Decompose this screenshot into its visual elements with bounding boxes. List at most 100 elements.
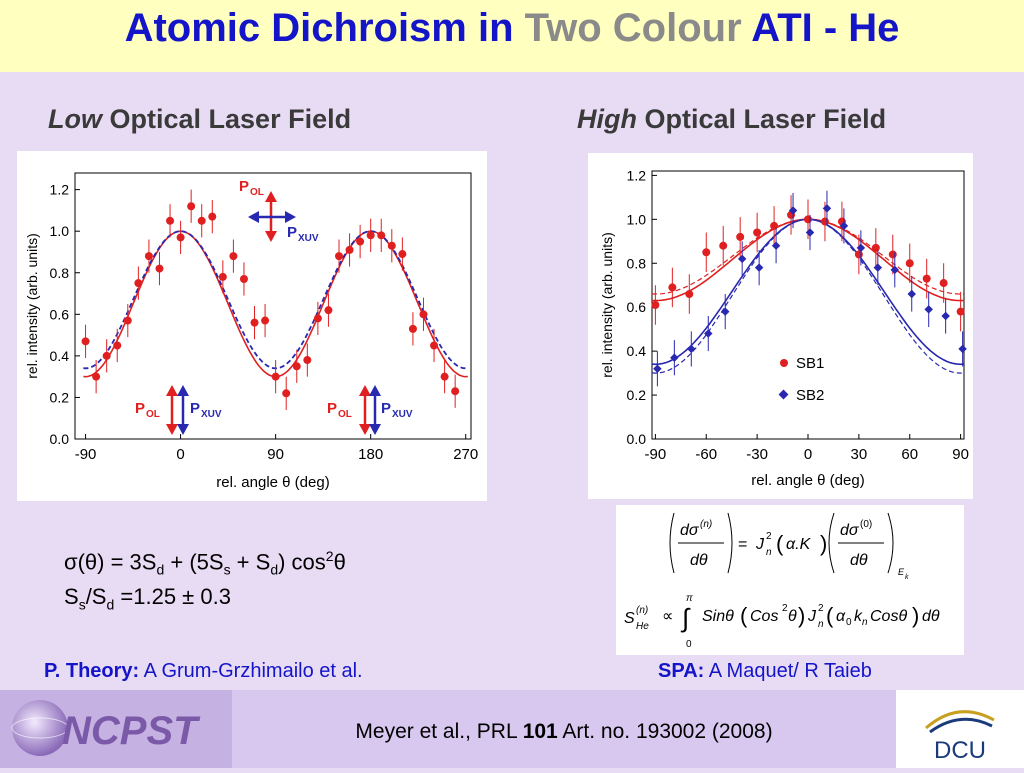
data-point-sb1	[804, 215, 812, 224]
svg-text:n: n	[766, 547, 772, 558]
dcu-logo: DCU	[896, 690, 1024, 768]
orb-icon	[12, 700, 68, 756]
svg-text:∫: ∫	[680, 603, 691, 633]
svg-text:J: J	[807, 608, 817, 625]
plot-frame	[74, 172, 472, 440]
fit-curve-blue	[83, 230, 468, 370]
svg-text:2: 2	[782, 603, 788, 614]
legend-marker-sb2	[778, 389, 789, 400]
data-point	[335, 252, 343, 261]
legend: SB1 SB2	[778, 355, 824, 404]
data-point	[92, 372, 101, 381]
data-point-sb1	[668, 283, 677, 292]
data-point	[271, 372, 280, 381]
svg-text:(0): (0)	[860, 519, 872, 530]
data-point-sb2	[687, 344, 696, 354]
data-point-sb1	[854, 250, 863, 259]
svg-text:): )	[798, 603, 805, 628]
x-tick-label: 0	[176, 446, 184, 463]
y-tick-label: 0.2	[627, 387, 647, 403]
pol-annotation-right: P OL P XUV	[327, 385, 413, 435]
data-points	[651, 190, 967, 387]
data-point-sb2	[754, 263, 764, 272]
pol-annotation-left: P OL P XUV	[135, 385, 222, 435]
data-point-sb2	[941, 311, 950, 321]
left-heading: Low Optical Laser Field	[48, 104, 352, 134]
y-axis-label: rel. intensity (arb. units)	[599, 232, 615, 378]
y-tick-label: 1.0	[50, 223, 70, 239]
spa-equation-figure: dσ (n) dθ = J 2n ( α.K ) dσ (0) dθ Ek S (n)H…	[624, 512, 940, 650]
svg-text:He: He	[636, 621, 649, 632]
y-tick-label: 0.8	[627, 255, 647, 271]
fit-curve-red	[83, 230, 468, 378]
data-point-sb2	[670, 353, 679, 362]
legend-label-sb1: SB1	[796, 355, 824, 372]
svg-text:P: P	[327, 400, 337, 417]
cross-section-formula: σ(θ) = 3Sd + (5Ss + Sd) cos2θ	[64, 548, 346, 578]
data-point	[377, 231, 386, 240]
x-tick-label: -30	[746, 446, 768, 463]
svg-text:0: 0	[686, 639, 692, 650]
x-tick-label: 270	[453, 446, 478, 463]
svg-text:dσ: dσ	[840, 522, 860, 539]
svg-text:(: (	[826, 603, 834, 628]
data-point-sb2	[822, 204, 832, 213]
fit-curve-sb2	[651, 218, 965, 366]
svg-text:XUV: XUV	[201, 409, 222, 420]
data-point	[197, 216, 206, 225]
data-point	[366, 231, 375, 240]
data-point	[134, 279, 143, 288]
svg-text:0: 0	[846, 617, 852, 628]
svg-text:S: S	[624, 610, 635, 627]
data-point-sb2	[720, 307, 730, 316]
svg-text:): )	[912, 603, 919, 628]
data-point	[218, 272, 227, 281]
curves	[83, 230, 468, 378]
y-tick-label: 0.6	[627, 299, 647, 315]
svg-text:dσ: dσ	[680, 522, 700, 539]
data-point-sb1	[651, 301, 660, 309]
data-point	[419, 310, 428, 319]
y-axis-label: rel. intensity (arb. units)	[24, 233, 40, 379]
data-point-sb1	[685, 290, 694, 299]
y-tick-label: 0.0	[50, 431, 70, 447]
svg-text:dθ: dθ	[850, 552, 868, 569]
data-point	[292, 362, 301, 371]
data-point-sb1	[956, 307, 965, 316]
data-point-sb2	[653, 364, 662, 373]
y-tick-label: 1.0	[627, 211, 647, 227]
data-point	[123, 316, 132, 325]
data-point	[356, 237, 365, 246]
data-point-sb2	[958, 344, 967, 354]
svg-text:P: P	[135, 400, 145, 417]
data-point	[239, 274, 248, 283]
svg-text:2: 2	[766, 531, 772, 542]
data-point-sb1	[871, 243, 880, 252]
data-point	[440, 372, 449, 381]
x-axis-label: rel. angle θ (deg)	[751, 472, 864, 489]
data-point-sb2	[890, 265, 900, 275]
data-point	[451, 387, 460, 396]
data-point	[303, 356, 312, 365]
data-points	[81, 189, 460, 410]
citation: Meyer et al., PRL 101 Art. no. 193002 (2…	[355, 720, 773, 743]
svg-text:(: (	[776, 531, 784, 556]
left-chart: 0.0 0.2 0.4 0.6 0.8 1.0 1.2 -90 0 90 180 270 rel. i…	[24, 172, 478, 491]
x-tick-label: -90	[645, 446, 667, 463]
svg-text:P: P	[381, 400, 391, 417]
ratio-formula: Ss/Sd =1.25 ± 0.3	[64, 584, 231, 613]
y-tick-label: 0.8	[50, 265, 70, 281]
data-point	[345, 245, 354, 254]
data-point	[261, 316, 270, 325]
svg-text:n: n	[818, 619, 824, 630]
y-tick-label: 1.2	[50, 182, 70, 198]
title-bar	[0, 0, 1024, 72]
x-tick-label: 90	[952, 446, 969, 463]
legend-label-sb2: SB2	[796, 387, 824, 404]
svg-text:P: P	[190, 400, 200, 417]
slide-title: Atomic Dichroism in Two Colour ATI - He	[124, 6, 900, 50]
data-point	[324, 306, 333, 315]
data-point-sb1	[939, 279, 948, 288]
svg-text:dθ: dθ	[922, 608, 940, 625]
data-point	[408, 324, 417, 333]
